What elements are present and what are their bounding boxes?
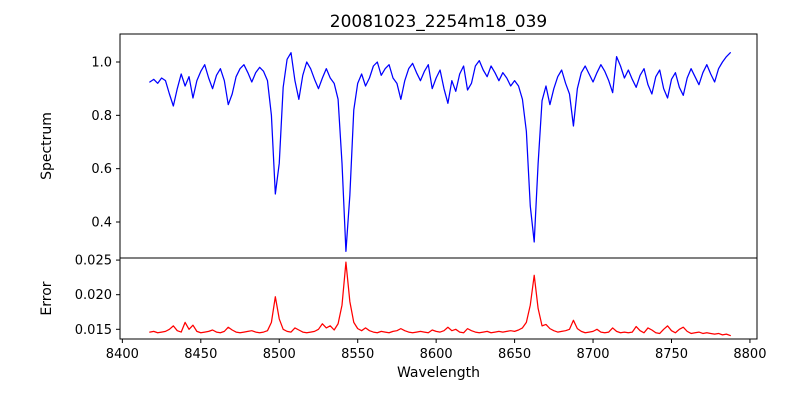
spectrum-line — [149, 52, 731, 252]
bottom-y-axis-label: Error — [39, 281, 55, 315]
x-tick-label: 8650 — [498, 347, 531, 362]
x-tick-label: 8400 — [106, 347, 139, 362]
bottom-subplot: 0.015 0.020 0.025 8400 8450 8500 8550 8600 8650… — [39, 254, 766, 381]
x-axis-ticks: 8400 8450 8500 8550 8600 8650 8700 8750 8800 — [106, 339, 766, 362]
y-tick-label: 0.8 — [91, 109, 112, 124]
x-axis-label: Wavelength — [397, 365, 480, 381]
top-subplot-border — [119, 33, 758, 259]
x-tick-label: 8550 — [341, 347, 374, 362]
y-tick-label: 0.6 — [91, 162, 112, 177]
bottom-y-axis-ticks: 0.015 0.020 0.025 — [75, 254, 120, 338]
error-line — [149, 261, 731, 337]
plot-title: 20081023_2254m18_039 — [330, 12, 547, 32]
x-tick-label: 8600 — [420, 347, 453, 362]
x-tick-label: 8500 — [263, 347, 296, 362]
x-tick-label: 8700 — [576, 347, 609, 362]
top-y-axis-ticks: 0.4 0.6 0.8 1.0 — [91, 56, 120, 231]
x-tick-label: 8450 — [184, 347, 217, 362]
y-tick-label: 0.015 — [75, 323, 112, 338]
bottom-subplot-border — [119, 257, 758, 340]
y-tick-label: 1.0 — [91, 56, 112, 71]
y-tick-label: 0.020 — [75, 288, 112, 303]
x-tick-label: 8800 — [733, 347, 766, 362]
y-tick-label: 0.4 — [91, 216, 112, 231]
y-tick-label: 0.025 — [75, 254, 112, 269]
x-tick-label: 8750 — [655, 347, 688, 362]
top-y-axis-label: Spectrum — [39, 112, 55, 180]
top-subplot: 0.4 0.6 0.8 1.0 Spectrum — [39, 33, 758, 259]
